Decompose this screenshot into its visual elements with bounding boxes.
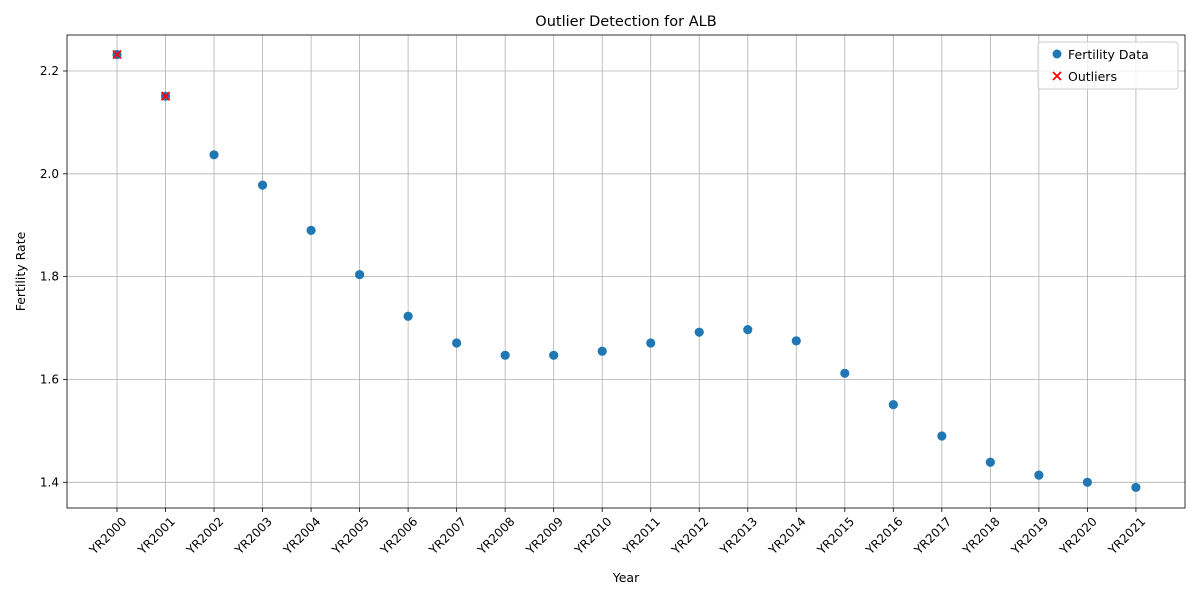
points-layer [112, 49, 1141, 493]
legend-marker-fertility-data [1052, 49, 1062, 59]
legend: Fertility Data Outliers [1037, 41, 1179, 90]
x-axis-label: Year [612, 570, 640, 585]
data-point [355, 269, 365, 280]
plot-frame [66, 34, 1186, 509]
data-point [937, 431, 947, 441]
data-point [306, 225, 316, 235]
data-point [888, 400, 898, 410]
data-point [209, 150, 219, 160]
data-point [743, 324, 753, 335]
y-tick-label: 1.8 [40, 270, 59, 284]
data-point [985, 457, 995, 467]
y-tick-label: 2.2 [40, 64, 59, 78]
legend-label-outliers: Outliers [1068, 69, 1117, 84]
data-point [1131, 482, 1141, 493]
data-point [694, 327, 704, 337]
data-point [500, 350, 510, 360]
data-point [1034, 470, 1044, 480]
legend-label-fertility-data: Fertility Data [1068, 47, 1149, 62]
data-point [452, 338, 462, 348]
data-point [646, 338, 656, 348]
data-point [597, 346, 607, 356]
data-point [403, 311, 413, 321]
y-tick-label: 1.6 [40, 372, 59, 386]
y-axis-label: Fertility Rate [13, 231, 28, 311]
legend-box [1037, 41, 1179, 90]
grid-layer [67, 35, 1185, 508]
data-point [257, 180, 268, 190]
outlier-marker [160, 91, 171, 101]
legend-marker-outliers [1052, 71, 1062, 81]
data-point [549, 350, 559, 360]
y-tick-label: 2.0 [40, 167, 59, 181]
outlier-marker [112, 49, 122, 60]
y-tick-label: 1.4 [40, 475, 59, 489]
data-point [840, 368, 850, 378]
data-point [791, 336, 801, 346]
chart-title: Outlier Detection for ALB [535, 14, 716, 30]
data-point [1082, 477, 1092, 487]
